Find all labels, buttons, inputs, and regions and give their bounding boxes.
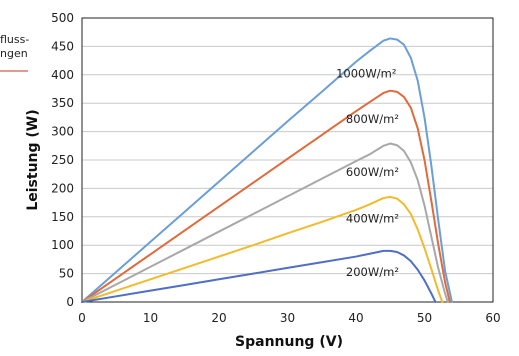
plot-border: [81, 17, 494, 303]
y-tick-label: 500: [51, 11, 74, 25]
axes: [81, 17, 494, 303]
y-tick-label: 400: [51, 68, 74, 82]
series-line-0: [81, 37, 453, 303]
legend-line-2: ngen: [0, 47, 28, 60]
y-tick-label: 350: [51, 96, 74, 110]
curve-label: 600W/m²: [346, 165, 399, 179]
y-tick-label: 100: [51, 238, 74, 252]
curve-labels: 1000W/m² 800W/m² 600W/m² 400W/m² 200W/m²: [336, 67, 399, 279]
x-tick-label: 0: [78, 311, 86, 325]
y-tick-label: 250: [51, 153, 74, 167]
y-tick-label: 300: [51, 125, 74, 139]
x-tick-label: 40: [348, 311, 363, 325]
curve-label: 200W/m²: [346, 265, 399, 279]
tick-labels: 0 50 100 150 200 250 300 350 400 450 500 0 10 20 30 40 5…: [51, 11, 501, 325]
curve-label: 400W/m²: [346, 211, 399, 225]
x-tick-label: 60: [485, 311, 500, 325]
y-axis-title: Leistung (W): [25, 109, 41, 210]
y-tick-label: 50: [59, 267, 74, 281]
y-tick-label: 450: [51, 39, 74, 53]
y-tick-label: 150: [51, 210, 74, 224]
series-lines: [81, 37, 453, 303]
series-line-2: [81, 142, 449, 303]
x-tick-label: 50: [417, 311, 432, 325]
legend-fragment: fluss- ngen: [0, 33, 29, 72]
x-tick-label: 10: [143, 311, 158, 325]
x-tick-label: 20: [211, 311, 226, 325]
curve-label: 800W/m²: [346, 112, 399, 126]
series-line-4: [81, 249, 437, 303]
series-line-1: [81, 89, 451, 303]
series-line-3: [81, 195, 444, 303]
curve-label: 1000W/m²: [336, 67, 396, 81]
x-tick-label: 30: [280, 311, 295, 325]
y-tick-label: 200: [51, 181, 74, 195]
x-axis-title: Spannung (V): [235, 334, 343, 350]
legend-line-1: fluss-: [0, 33, 29, 46]
y-tick-label: 0: [66, 295, 74, 309]
